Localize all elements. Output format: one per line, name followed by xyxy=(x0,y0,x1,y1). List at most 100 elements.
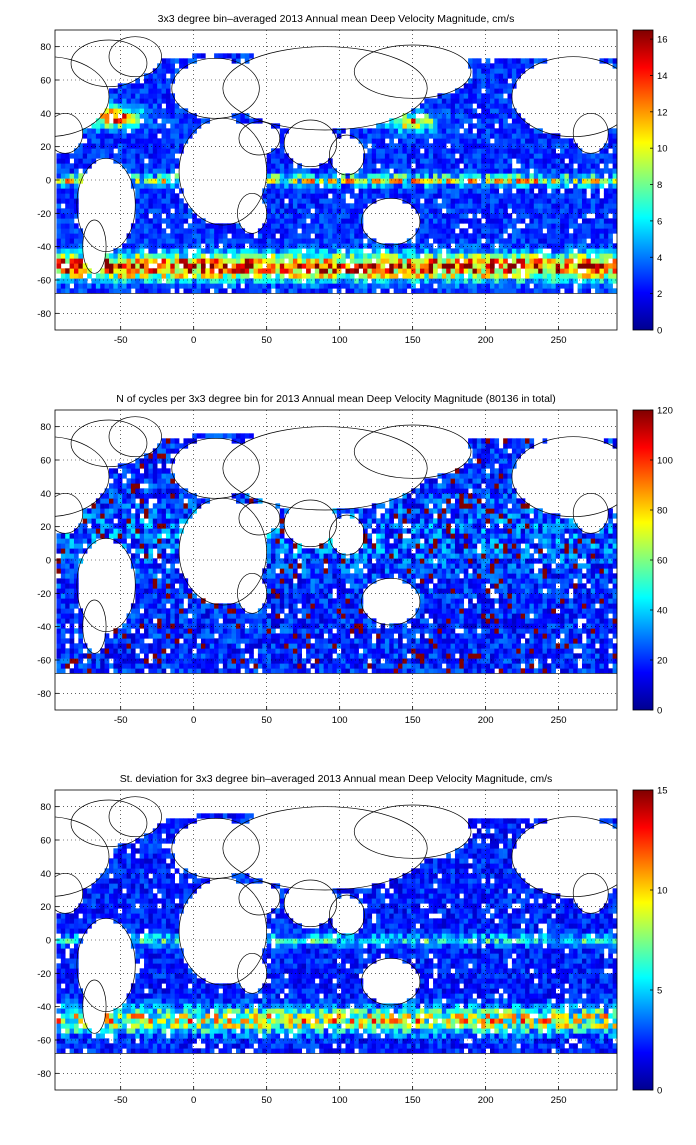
heatmap-cell xyxy=(280,228,285,233)
heatmap-cell xyxy=(183,113,188,118)
heatmap-cell xyxy=(494,288,499,293)
heatmap-cell xyxy=(499,58,504,63)
heatmap-cell xyxy=(201,218,206,223)
heatmap-cell xyxy=(468,183,473,188)
heatmap-cell xyxy=(315,198,320,203)
heatmap-cell xyxy=(127,113,132,118)
heatmap-cell xyxy=(582,218,587,223)
heatmap-cell xyxy=(486,178,491,183)
heatmap-cell xyxy=(249,613,254,618)
heatmap-cell xyxy=(345,218,350,223)
heatmap-cell xyxy=(205,228,210,233)
heatmap-cell xyxy=(140,203,145,208)
heatmap-cell xyxy=(153,563,158,568)
heatmap-cell xyxy=(232,233,237,238)
heatmap-cell xyxy=(74,648,79,653)
heatmap-cell xyxy=(293,193,298,198)
heatmap-cell xyxy=(170,548,175,553)
heatmap-cell xyxy=(437,168,442,173)
heatmap-cell xyxy=(424,123,429,128)
heatmap-cell xyxy=(302,168,307,173)
heatmap-cell xyxy=(131,503,136,508)
heatmap-cell xyxy=(560,168,565,173)
heatmap-cell xyxy=(65,208,70,213)
heatmap-cell xyxy=(332,203,337,208)
heatmap-cell xyxy=(214,253,219,258)
heatmap-cell xyxy=(74,178,79,183)
heatmap-cell xyxy=(223,233,228,238)
heatmap-cell xyxy=(547,213,552,218)
heatmap-cell xyxy=(70,248,75,253)
heatmap-cell xyxy=(223,263,228,268)
heatmap-cell xyxy=(459,248,464,253)
heatmap-cell xyxy=(183,628,188,633)
heatmap-cell xyxy=(424,218,429,223)
heatmap-cell xyxy=(201,638,206,643)
heatmap-cell xyxy=(170,443,175,448)
heatmap-cell xyxy=(477,243,482,248)
heatmap-cell xyxy=(582,178,587,183)
heatmap-cell xyxy=(381,128,386,133)
heatmap-cell xyxy=(271,663,276,668)
heatmap-cell xyxy=(337,243,342,248)
heatmap-cell xyxy=(245,288,250,293)
heatmap-cell xyxy=(56,258,61,263)
heatmap-cell xyxy=(459,203,464,208)
heatmap-cell xyxy=(345,228,350,233)
heatmap-cell xyxy=(280,608,285,613)
heatmap-cell xyxy=(564,193,569,198)
heatmap-cell xyxy=(166,268,171,273)
heatmap-cell xyxy=(416,288,421,293)
heatmap-cell xyxy=(486,158,491,163)
heatmap-cell xyxy=(254,668,259,673)
heatmap-cell xyxy=(284,628,289,633)
heatmap-cell xyxy=(599,268,604,273)
heatmap-cell xyxy=(127,643,132,648)
heatmap-cell xyxy=(359,263,364,268)
heatmap-cell xyxy=(175,58,180,63)
heatmap-cell xyxy=(122,163,127,168)
heatmap-cell xyxy=(118,518,123,523)
heatmap-cell xyxy=(135,483,140,488)
heatmap-cell xyxy=(468,58,473,63)
heatmap-cell xyxy=(477,168,482,173)
heatmap-cell xyxy=(56,568,61,573)
heatmap-cell xyxy=(613,228,618,233)
heatmap-cell xyxy=(157,643,162,648)
heatmap-cell xyxy=(118,643,123,648)
heatmap-cell xyxy=(324,168,329,173)
heatmap-cell xyxy=(262,248,267,253)
heatmap-cell xyxy=(582,193,587,198)
colorbar-tick-label: 4 xyxy=(657,253,662,264)
heatmap-cell xyxy=(494,143,499,148)
heatmap-cell xyxy=(254,628,259,633)
heatmap-cell xyxy=(122,518,127,523)
heatmap-cell xyxy=(407,253,412,258)
heatmap-cell xyxy=(551,158,556,163)
heatmap-cell xyxy=(538,213,543,218)
heatmap-cell xyxy=(166,138,171,143)
heatmap-cell xyxy=(218,273,223,278)
heatmap-cell xyxy=(56,608,61,613)
heatmap-cell xyxy=(140,178,145,183)
heatmap-cell xyxy=(503,153,508,158)
heatmap-cell xyxy=(372,133,377,138)
heatmap-cell xyxy=(188,233,193,238)
heatmap-cell xyxy=(166,573,171,578)
heatmap-cell xyxy=(547,198,552,203)
heatmap-cell xyxy=(157,498,162,503)
heatmap-cell xyxy=(284,558,289,563)
heatmap-cell xyxy=(481,203,486,208)
heatmap-cell xyxy=(192,223,197,228)
heatmap-cell xyxy=(534,148,539,153)
heatmap-cell xyxy=(153,138,158,143)
heatmap-cell xyxy=(503,248,508,253)
heatmap-cell xyxy=(214,643,219,648)
heatmap-cell xyxy=(166,178,171,183)
heatmap-cell xyxy=(407,138,412,143)
heatmap-cell xyxy=(109,663,114,668)
heatmap-cell xyxy=(608,138,613,143)
heatmap-cell xyxy=(407,128,412,133)
heatmap-cell xyxy=(83,523,88,528)
heatmap-cell xyxy=(512,273,517,278)
